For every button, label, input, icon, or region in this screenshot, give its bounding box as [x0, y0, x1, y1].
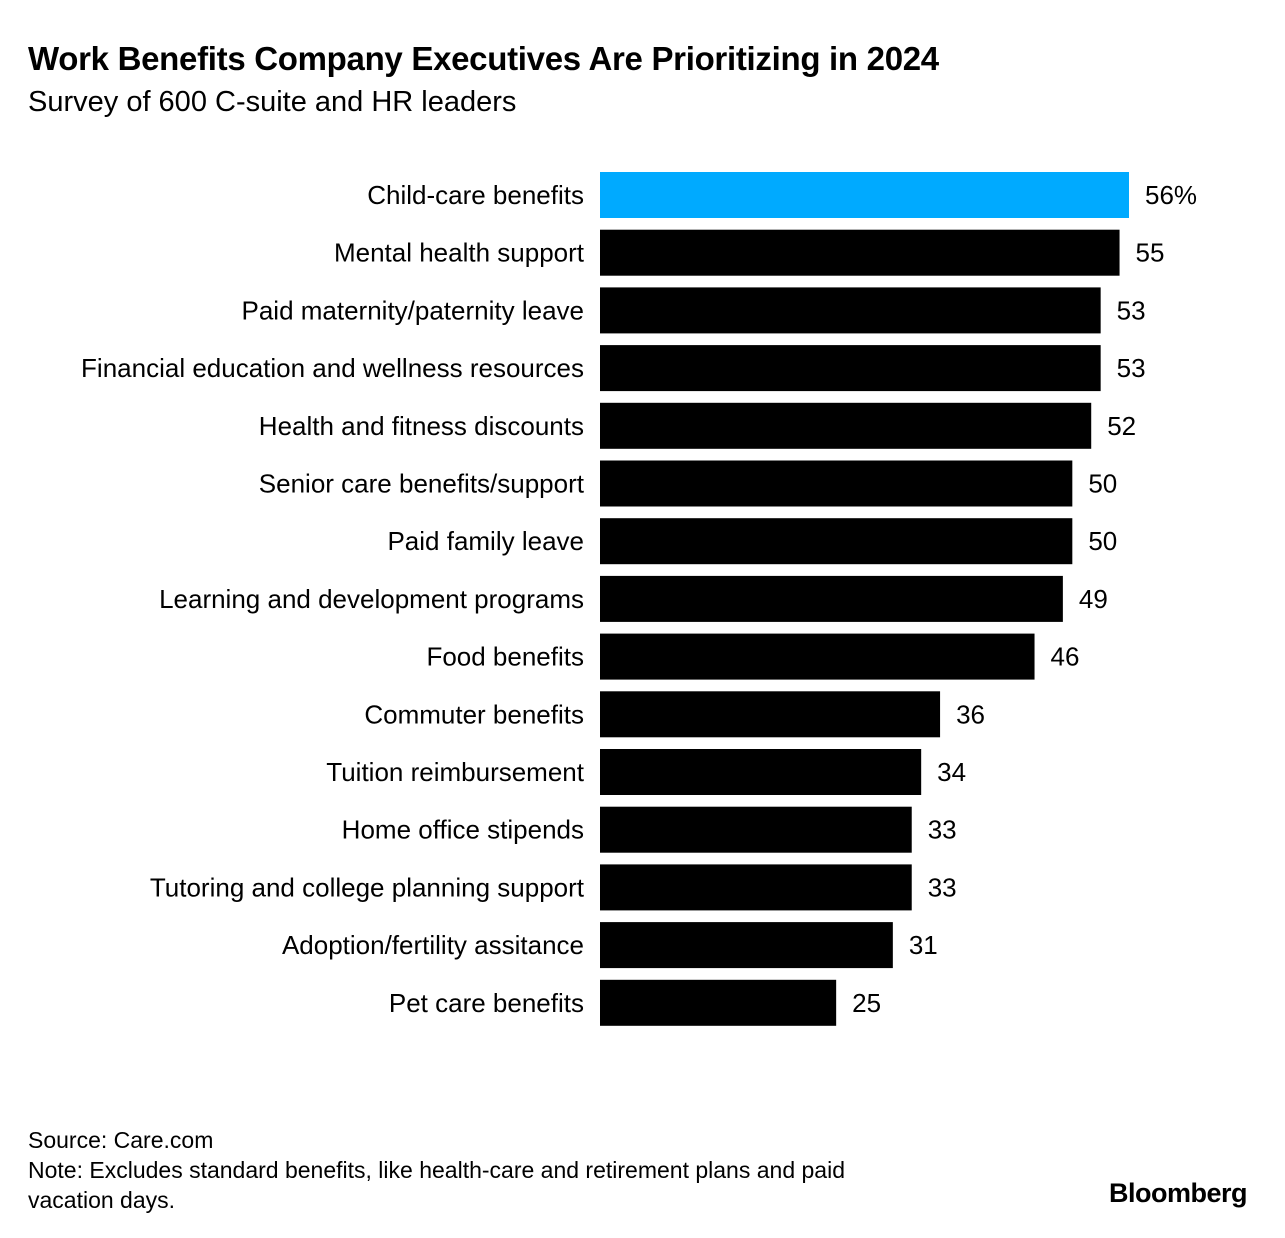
bar-chart: Child-care benefits 56% Mental health supp… [81, 172, 1197, 1026]
value-label: 31 [909, 930, 938, 960]
footnote-line-2: vacation days. [28, 1187, 176, 1213]
value-label: 52 [1107, 411, 1136, 441]
category-label: Food benefits [426, 642, 584, 672]
value-label: 50 [1088, 469, 1117, 499]
value-label: 25 [852, 988, 881, 1018]
chart-title: Work Benefits Company Executives Are Pri… [28, 40, 939, 77]
bar [600, 864, 912, 911]
category-label: Paid family leave [387, 526, 584, 556]
value-label: 33 [928, 872, 957, 902]
bloomberg-logo: Bloomberg [1108, 1178, 1248, 1208]
category-label: Child-care benefits [367, 180, 584, 210]
category-label: Financial education and wellness resourc… [81, 353, 584, 383]
bar [600, 518, 1073, 565]
source-note: Source: Care.com [28, 1127, 214, 1153]
value-label: 55 [1136, 238, 1165, 268]
bar [600, 633, 1035, 680]
value-label: 36 [956, 699, 985, 729]
value-label: 34 [937, 757, 966, 787]
category-label: Mental health support [334, 238, 585, 268]
bar [600, 460, 1073, 507]
bar [600, 287, 1101, 334]
category-label: Paid maternity/paternity leave [241, 295, 584, 325]
chart-subtitle: Survey of 600 C-suite and HR leaders [28, 86, 517, 118]
category-label: Pet care benefits [389, 988, 584, 1018]
bar [600, 229, 1120, 276]
category-label: Tutoring and college planning support [150, 872, 585, 902]
value-label: 49 [1079, 584, 1108, 614]
value-label: 46 [1051, 642, 1080, 672]
value-label: 56% [1145, 180, 1197, 210]
bar [600, 749, 922, 795]
value-label: 33 [928, 815, 957, 845]
category-label: Learning and development programs [159, 584, 584, 614]
category-label: Health and fitness discounts [259, 411, 584, 441]
bar [600, 345, 1101, 392]
category-label: Senior care benefits/support [259, 469, 585, 499]
bar [600, 922, 893, 969]
category-label: Adoption/fertility assitance [282, 930, 584, 960]
bar [600, 575, 1063, 622]
category-label: Tuition reimbursement [326, 757, 584, 787]
category-label: Commuter benefits [364, 699, 584, 729]
bar [600, 806, 912, 853]
bar [600, 402, 1092, 449]
value-label: 53 [1117, 295, 1146, 325]
bar [600, 172, 1129, 218]
category-label: Home office stipends [342, 815, 584, 845]
value-label: 50 [1088, 526, 1117, 556]
value-label: 53 [1117, 353, 1146, 383]
footnote-line-1: Note: Excludes standard benefits, like h… [28, 1157, 845, 1183]
bar [600, 691, 941, 738]
bar [600, 979, 837, 1026]
